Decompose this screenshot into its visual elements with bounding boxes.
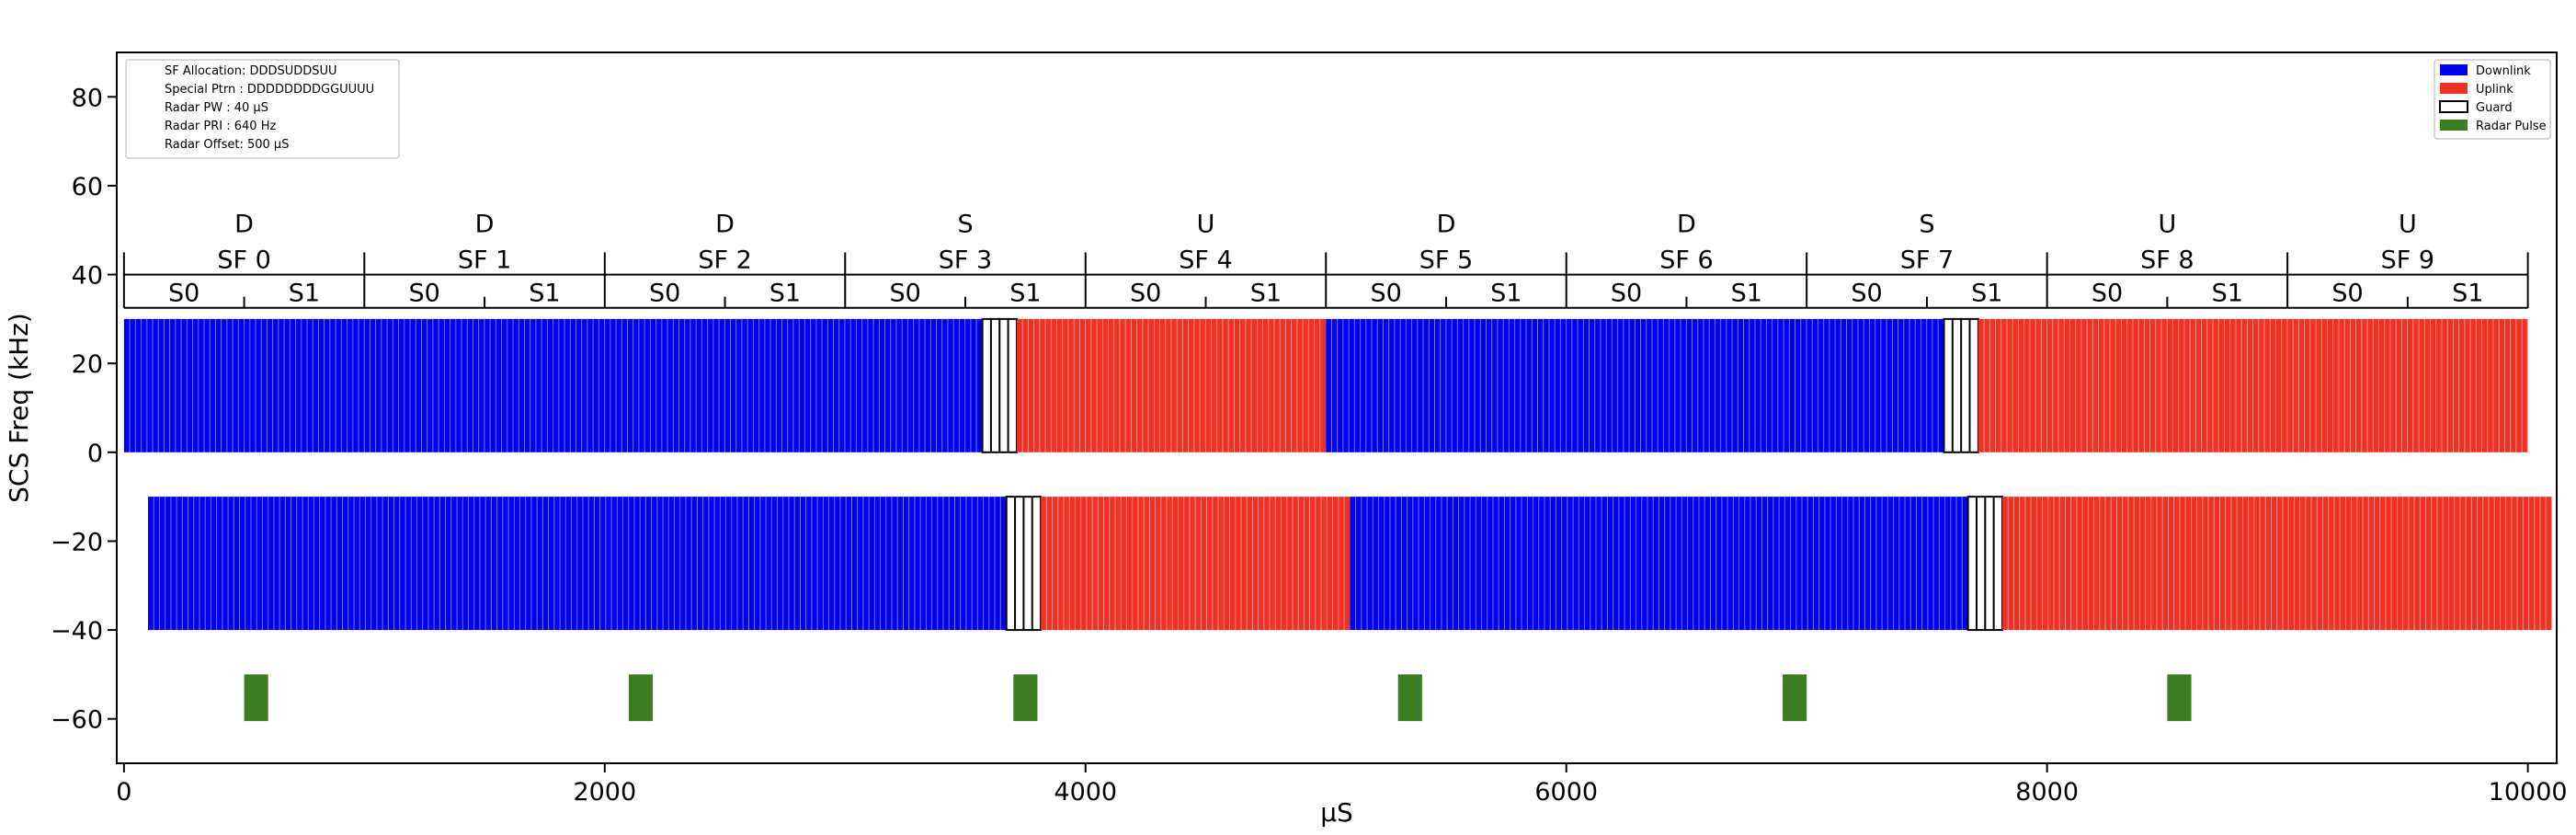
slot-label: S0 [2092, 280, 2123, 308]
radar-pulse-4 [1783, 674, 1807, 722]
slot-label: S0 [409, 280, 440, 308]
sf-label: SF 1 [458, 246, 511, 274]
carrier-1-segment-uplink-5 [2002, 497, 2552, 631]
radar-pulse-2 [1013, 674, 1038, 722]
radar-pulse-0 [244, 674, 268, 722]
y-tick-label: 60 [72, 173, 103, 201]
x-tick-label: 8000 [2015, 778, 2079, 806]
info-line: Radar Offset: 500 µS [165, 138, 289, 152]
carrier-1-segment-uplink-2 [1041, 497, 1351, 631]
carrier-0-segment-uplink-2 [1016, 318, 1327, 452]
legend-swatch-radar-pulse [2440, 120, 2468, 131]
slot-label: S0 [649, 280, 680, 308]
slot-label: S1 [529, 280, 560, 308]
legend-swatch-guard [2439, 100, 2468, 113]
sf-label: SF 0 [217, 246, 270, 274]
sf-type-label: U [1197, 211, 1215, 239]
sf-type-label: D [715, 211, 735, 239]
legend-frame [2434, 59, 2551, 140]
y-axis-title: SCS Freq (kHz) [4, 313, 34, 503]
carrier-0-segment-downlink-0 [123, 318, 983, 452]
y-tick-label: −60 [51, 706, 103, 735]
sf-label: SF 5 [1419, 246, 1473, 274]
legend-label: Uplink [2476, 83, 2513, 97]
sf-type-label: S [1919, 211, 1934, 239]
info-box-frame [125, 59, 400, 159]
y-tick-label: −40 [51, 617, 103, 646]
legend-swatch-downlink [2440, 64, 2468, 75]
radar-pulse-5 [2167, 674, 2192, 722]
y-tick-label: 20 [72, 350, 103, 379]
y-tick-label: −20 [51, 528, 103, 556]
slot-label: S0 [1370, 280, 1401, 308]
slot-label: S0 [1611, 280, 1642, 308]
slot-label: S1 [1009, 280, 1041, 308]
sf-label: SF 8 [2140, 246, 2194, 274]
x-tick-label: 2000 [573, 778, 636, 806]
x-tick-label: 10000 [2489, 778, 2568, 806]
slot-label: S0 [889, 280, 920, 308]
carrier-0-segment-uplink-5 [1978, 318, 2528, 452]
info-line: Special Ptrn : DDDDDDDDGGUUUU [165, 83, 374, 97]
carrier-0-segment-downlink-3 [1326, 318, 1944, 452]
radar-pulse-3 [1397, 674, 1422, 722]
carrier-1-segment-downlink-3 [1350, 497, 1968, 631]
slot-label: S1 [2452, 280, 2483, 308]
sf-type-label: D [1677, 211, 1696, 239]
slot-label: S1 [289, 280, 320, 308]
slot-label: S0 [1130, 280, 1161, 308]
slot-label: S1 [1490, 280, 1522, 308]
info-box: SF Allocation: DDDSUDDSUU Special Ptrn : … [125, 59, 400, 159]
sf-type-label: U [2159, 211, 2177, 239]
x-tick-label: 4000 [1054, 778, 1117, 806]
sf-type-label: D [234, 211, 254, 239]
info-line: SF Allocation: DDDSUDDSUU [165, 64, 337, 78]
slot-label: S1 [2212, 280, 2243, 308]
carrier-1-segment-downlink-0 [147, 497, 1007, 631]
radar-pulse-1 [628, 674, 654, 722]
legend-label: Guard [2476, 101, 2513, 115]
sf-type-label: D [1437, 211, 1456, 239]
slot-label: S1 [769, 280, 801, 308]
x-tick-label: 0 [116, 778, 131, 806]
slot-label: S0 [2331, 280, 2363, 308]
slot-label: S0 [168, 280, 199, 308]
slot-label: S1 [1971, 280, 2002, 308]
plot-area: D SF 0 S0 S1 D SF 1 S0 S1 D SF 2 S0 S1 S SF 3 S0 S1 U SF … [122, 211, 2552, 722]
sf-label: SF 3 [939, 246, 992, 274]
info-line: Radar PW : 40 µS [165, 101, 268, 115]
sf-type-label: U [2399, 211, 2417, 239]
sf-label: SF 7 [1900, 246, 1954, 274]
slot-label: S0 [1851, 280, 1882, 308]
x-tick-label: 6000 [1534, 778, 1598, 806]
slot-label: S1 [1250, 280, 1282, 308]
sf-type-label: S [957, 211, 973, 239]
sf-type-label: D [475, 211, 495, 239]
y-tick-label: 40 [72, 262, 103, 291]
sf-label: SF 4 [1179, 246, 1232, 274]
y-tick-label: 0 [87, 440, 103, 468]
info-line: Radar PRI : 640 Hz [165, 120, 276, 133]
sf-label: SF 6 [1659, 246, 1713, 274]
x-axis-title: µS [1320, 797, 1353, 828]
legend-swatch-uplink [2440, 83, 2468, 94]
sf-label: SF 9 [2381, 246, 2434, 274]
legend-label: Downlink [2476, 64, 2531, 78]
legend: Downlink Uplink Guard Radar Pulse [2434, 59, 2551, 140]
legend-label: Radar Pulse [2476, 120, 2547, 133]
sf-label: SF 2 [698, 246, 751, 274]
plot-frame [116, 51, 2558, 764]
slot-label: S1 [1731, 280, 1762, 308]
y-tick-label: 80 [72, 84, 103, 112]
axes: −60 −40 −20 0 20 40 60 80 0 2000 4000 6000 8000 10000 [51, 84, 2568, 806]
